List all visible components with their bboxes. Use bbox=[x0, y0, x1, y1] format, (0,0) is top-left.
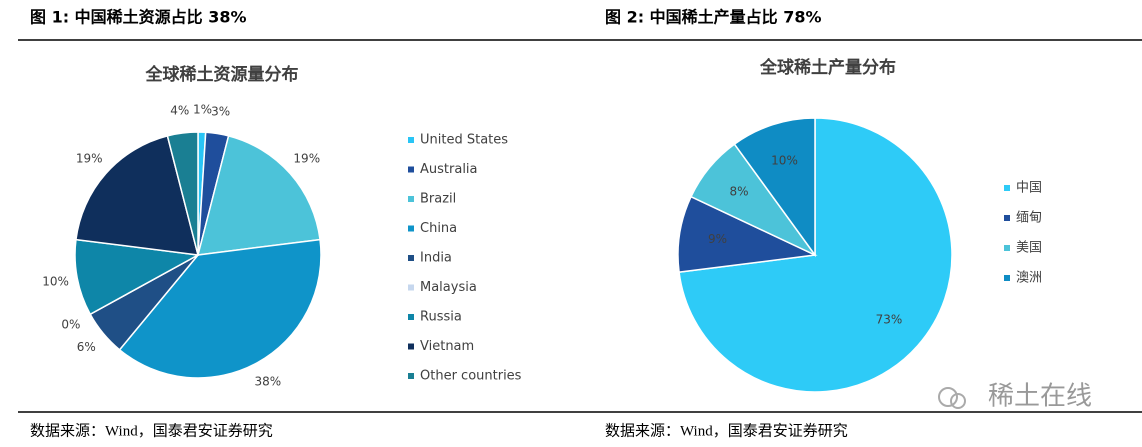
legend-label: Other countries bbox=[420, 369, 522, 384]
pie-slice bbox=[118, 238, 322, 379]
chart-title: 全球稀土资源量分布 bbox=[145, 64, 299, 85]
legend-swatch bbox=[408, 255, 414, 261]
pie-slice bbox=[166, 131, 199, 256]
legend-swatch bbox=[408, 343, 414, 350]
data-label: 4% bbox=[170, 104, 189, 118]
watermark: 稀土在线 bbox=[988, 382, 1092, 412]
legend-label: India bbox=[420, 251, 452, 266]
legend-label: Russia bbox=[420, 310, 462, 325]
watermark-icon bbox=[938, 387, 966, 409]
legend-label: 美国 bbox=[1016, 241, 1042, 256]
pie-slice bbox=[74, 238, 201, 316]
legend-label: Vietnam bbox=[420, 339, 474, 354]
data-label: 38% bbox=[255, 375, 282, 389]
legend-swatch bbox=[1004, 275, 1010, 281]
pie-slice bbox=[196, 134, 321, 256]
legend-swatch bbox=[408, 137, 414, 143]
source-note: 数据来源：Wind，国泰君安证券研究 bbox=[605, 422, 848, 439]
data-label: 0% bbox=[61, 317, 80, 331]
data-label: 3% bbox=[211, 104, 230, 118]
legend-label: 澳洲 bbox=[1016, 270, 1042, 286]
pie-slice bbox=[75, 134, 200, 256]
legend-swatch bbox=[408, 314, 414, 320]
legend-label: Brazil bbox=[420, 192, 456, 207]
legend-label: United States bbox=[420, 133, 508, 148]
legend-label: 缅甸 bbox=[1016, 211, 1042, 226]
data-label: 73% bbox=[876, 313, 903, 327]
data-label: 9% bbox=[708, 232, 727, 246]
legend-swatch bbox=[408, 284, 414, 291]
legend-label: Australia bbox=[420, 162, 478, 177]
chart-title: 全球稀土产量分布 bbox=[759, 57, 896, 78]
figure-caption: 图 2: 中国稀土产量占比 78% bbox=[605, 8, 822, 27]
data-label: 10% bbox=[42, 275, 69, 289]
data-label: 10% bbox=[771, 154, 798, 168]
data-label: 19% bbox=[76, 152, 103, 166]
data-label: 19% bbox=[293, 152, 320, 166]
legend-swatch bbox=[408, 196, 414, 202]
source-note: 数据来源：Wind，国泰君安证券研究 bbox=[30, 422, 273, 439]
data-label: 8% bbox=[729, 185, 748, 199]
legend-label: 中国 bbox=[1016, 181, 1042, 196]
legend-swatch bbox=[408, 373, 414, 379]
legend-swatch bbox=[1004, 185, 1010, 191]
legend-label: Malaysia bbox=[420, 280, 477, 295]
data-label: 6% bbox=[77, 340, 96, 354]
data-label: 1% bbox=[193, 103, 212, 117]
legend-swatch bbox=[408, 225, 414, 232]
legend-swatch bbox=[1004, 215, 1010, 221]
legend-label: China bbox=[420, 221, 457, 236]
figure-caption: 图 1: 中国稀土资源占比 38% bbox=[30, 8, 247, 27]
pie-slice bbox=[733, 117, 816, 258]
legend-swatch bbox=[408, 166, 414, 173]
legend-swatch bbox=[1004, 245, 1010, 251]
